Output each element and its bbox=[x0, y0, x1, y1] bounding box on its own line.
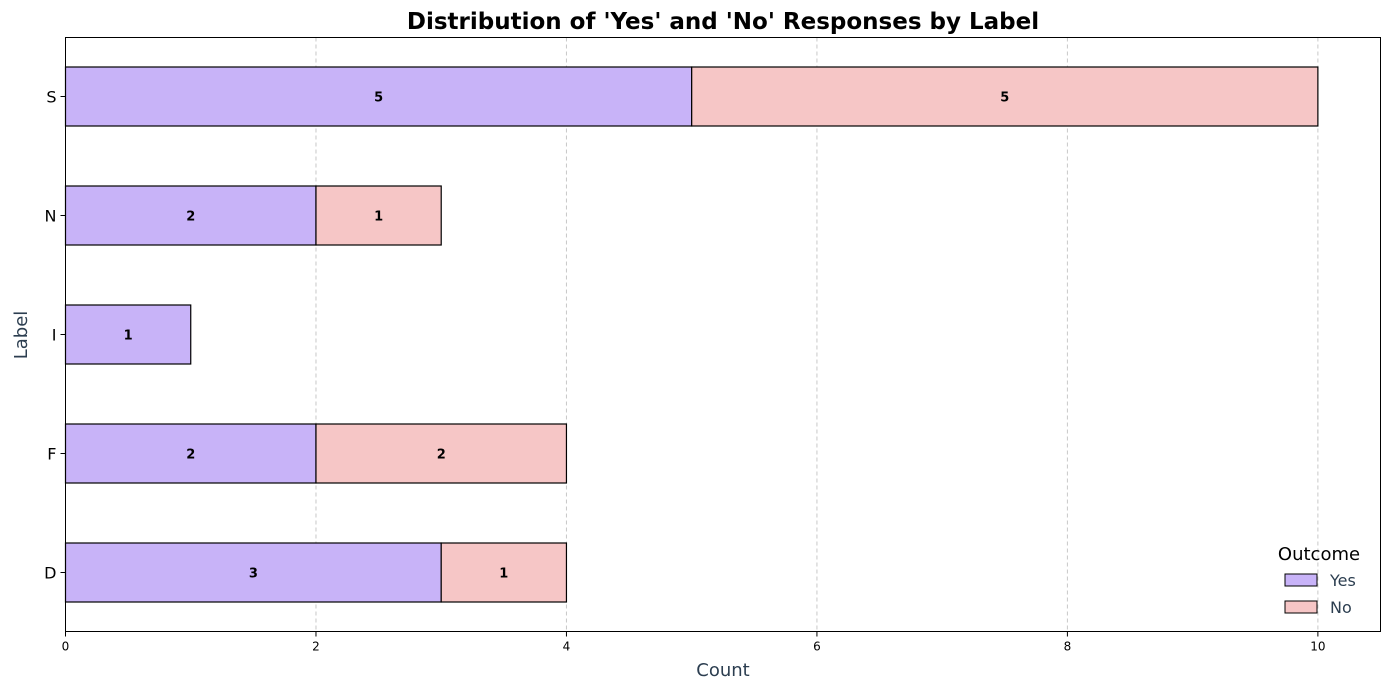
bar-yes-d bbox=[64, 542, 442, 603]
bar-yes-f bbox=[64, 423, 317, 484]
bar-no-f bbox=[315, 423, 568, 484]
legend-swatch-no bbox=[1284, 600, 1318, 614]
bars-group: 5 5 2 1 1 2 2 3 1 bbox=[64, 66, 1319, 603]
bar-value-label: 1 bbox=[499, 567, 508, 582]
y-axis-label: Label bbox=[11, 311, 32, 360]
x-tick-label: 0 bbox=[62, 640, 70, 654]
bar-value-label: 2 bbox=[437, 448, 446, 463]
bar-value-label: 2 bbox=[186, 448, 195, 463]
y-axis-ticks: S N I F D bbox=[44, 88, 66, 583]
legend: Outcome Yes No bbox=[1278, 544, 1360, 617]
bar-value-label: 3 bbox=[249, 567, 258, 582]
x-tick-label: 10 bbox=[1310, 640, 1325, 654]
x-axis-ticks: 0 2 4 6 8 10 bbox=[62, 631, 1326, 654]
x-tick-label: 8 bbox=[1064, 640, 1072, 654]
chart-title: Distribution of 'Yes' and 'No' Responses… bbox=[407, 9, 1039, 35]
bar-no-s bbox=[691, 66, 1319, 127]
x-tick-label: 4 bbox=[563, 640, 571, 654]
y-tick-label: I bbox=[52, 326, 57, 345]
grid-lines bbox=[315, 37, 1319, 632]
bar-no-n bbox=[315, 185, 442, 246]
legend-title: Outcome bbox=[1278, 544, 1360, 565]
x-axis-label: Count bbox=[696, 660, 749, 681]
bar-value-label: 5 bbox=[1000, 91, 1009, 106]
legend-label-yes: Yes bbox=[1329, 571, 1356, 590]
legend-label-no: No bbox=[1330, 598, 1352, 617]
bar-yes-n bbox=[64, 185, 317, 246]
y-tick-label: F bbox=[47, 445, 56, 464]
bar-value-label: 5 bbox=[374, 91, 383, 106]
bar-value-label: 1 bbox=[124, 329, 133, 344]
bar-value-label: 2 bbox=[186, 210, 195, 225]
bar-no-d bbox=[440, 542, 568, 603]
bar-value-label: 1 bbox=[374, 210, 383, 225]
y-tick-label: D bbox=[44, 564, 56, 583]
legend-swatch-yes bbox=[1284, 573, 1318, 587]
y-tick-label: N bbox=[45, 207, 57, 226]
x-tick-label: 6 bbox=[813, 640, 821, 654]
y-tick-label: S bbox=[46, 88, 56, 107]
x-tick-label: 2 bbox=[312, 640, 320, 654]
bar-yes-i bbox=[64, 304, 192, 365]
bar-yes-s bbox=[64, 66, 693, 127]
